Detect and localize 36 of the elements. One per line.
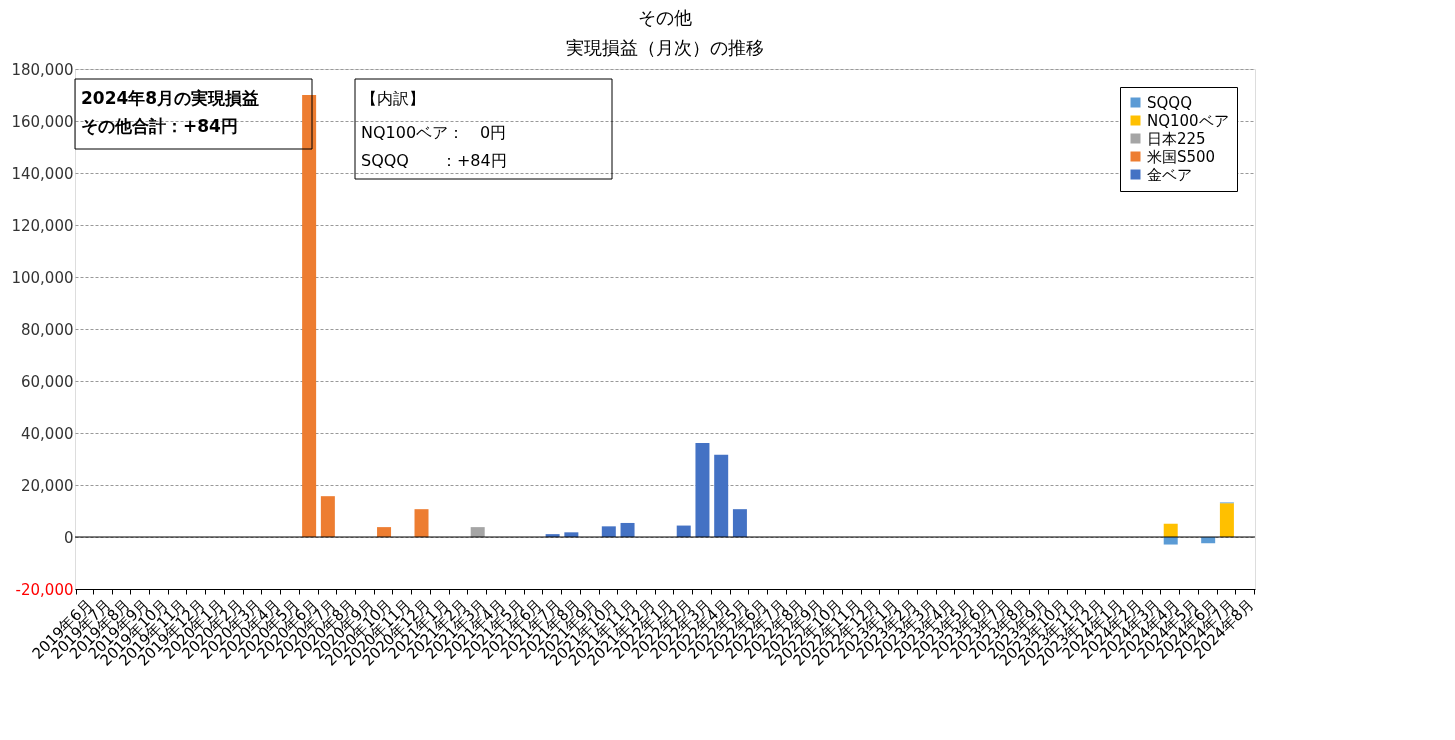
annotation: SQQQ ：+84円 xyxy=(361,151,507,170)
legend-label: NQ100ベア xyxy=(1147,111,1229,130)
bar xyxy=(1163,537,1178,545)
chart-title: その他 xyxy=(638,7,692,28)
y-tick-label: 120,000 xyxy=(11,216,74,235)
y-tick-label: 40,000 xyxy=(21,424,74,443)
bar xyxy=(377,527,392,537)
bar xyxy=(601,526,616,537)
bar xyxy=(1219,503,1234,537)
legend-label: 米国S500 xyxy=(1147,147,1216,166)
y-tick-label: 180,000 xyxy=(11,60,74,79)
bar xyxy=(620,522,635,537)
bar xyxy=(414,509,429,537)
y-tick-label: 0 xyxy=(63,528,74,547)
legend-label: 金ベア xyxy=(1147,165,1192,184)
y-tick-label: 80,000 xyxy=(21,320,74,339)
bar xyxy=(470,527,485,537)
chart-subtitle: 実現損益（月次）の推移 xyxy=(566,37,764,58)
y-tick-label: 20,000 xyxy=(21,476,74,495)
y-tick-label: 60,000 xyxy=(21,372,74,391)
annotation: 【内訳】 xyxy=(361,89,425,108)
annotation: 2024年8月の実現損益 xyxy=(81,88,260,108)
bar xyxy=(714,454,729,537)
bar xyxy=(1163,523,1178,537)
y-tick-label: 100,000 xyxy=(11,268,74,287)
bar xyxy=(302,95,317,537)
y-tick-label: 160,000 xyxy=(11,112,74,131)
bar xyxy=(320,496,335,537)
legend-label: SQQQ xyxy=(1147,93,1192,112)
bar xyxy=(695,442,710,537)
legend-label: 日本225 xyxy=(1147,129,1206,148)
annotation: その他合計：+84円 xyxy=(81,116,238,136)
annotation: NQ100ベア： 0円 xyxy=(361,123,507,142)
y-tick-label: 140,000 xyxy=(11,164,74,183)
bar xyxy=(732,509,747,537)
y-tick-label: -20,000 xyxy=(15,580,74,599)
